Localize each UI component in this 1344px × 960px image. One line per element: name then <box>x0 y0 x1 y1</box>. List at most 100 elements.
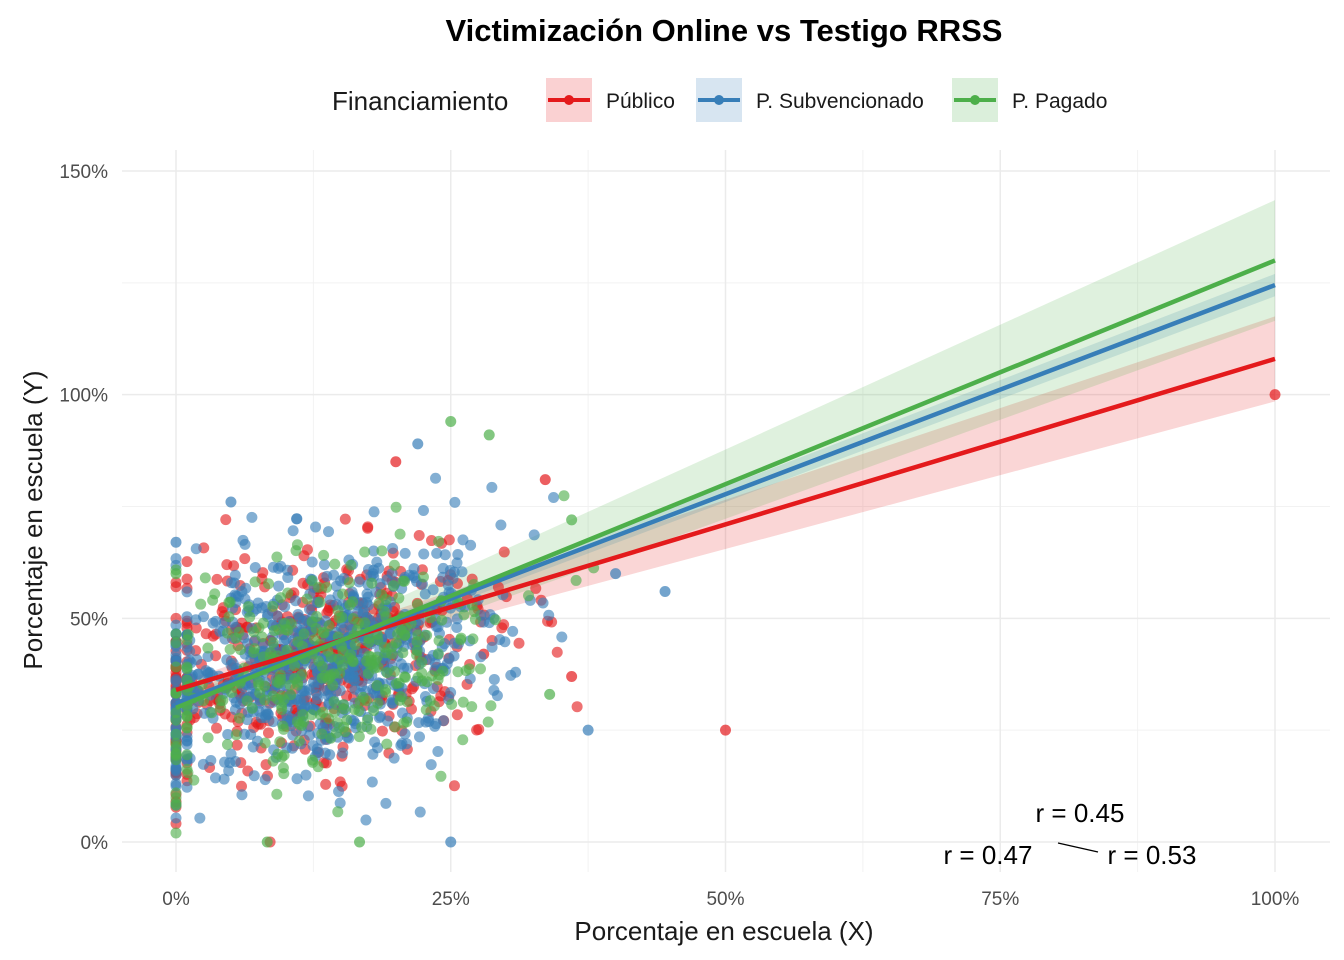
scatter-point <box>433 535 445 547</box>
scatter-point <box>363 633 375 645</box>
scatter-point <box>368 705 380 717</box>
scatter-point <box>399 728 411 740</box>
legend-label-subvencionado: P. Subvencionado <box>756 90 924 113</box>
scatter-point <box>366 776 378 788</box>
scatter-point <box>488 684 500 696</box>
scatter-point <box>417 504 429 516</box>
scatter-point <box>395 739 407 751</box>
x-tick-label: 75% <box>981 889 1019 910</box>
scatter-point <box>452 549 464 561</box>
scatter-point <box>333 612 345 624</box>
scatter-point <box>421 676 433 688</box>
scatter-point <box>467 633 479 645</box>
correlation-annotations: r = 0.45 r = 0.47 r = 0.53 <box>944 798 1197 870</box>
scatter-point <box>195 598 207 610</box>
scatter-point <box>170 762 182 774</box>
scatter-point <box>396 707 408 719</box>
scatter-point <box>221 627 233 639</box>
scatter-point <box>220 514 232 526</box>
scatter-point <box>393 592 405 604</box>
scatter-point <box>170 812 182 824</box>
scatter-point <box>448 566 460 578</box>
scatter-point <box>170 787 182 799</box>
scatter-point <box>556 631 568 643</box>
scatter-point <box>408 563 420 575</box>
scatter-point <box>337 747 349 759</box>
scatter-point <box>204 667 216 679</box>
scatter-point <box>170 741 182 753</box>
scatter-point <box>347 612 359 624</box>
scatter-point <box>362 667 374 679</box>
scatter-point <box>435 770 447 782</box>
scatter-point <box>289 595 301 607</box>
x-axis-title: Porcentaje en escuela (X) <box>574 916 873 946</box>
scatter-point <box>262 709 274 721</box>
scatter-point <box>388 580 400 592</box>
scatter-point <box>319 747 331 759</box>
scatter-point <box>494 634 506 646</box>
scatter-point <box>215 702 227 714</box>
scatter-point <box>256 631 268 643</box>
scatter-point <box>356 680 368 692</box>
scatter-point <box>379 683 391 695</box>
scatter-point <box>443 534 455 546</box>
scatter-point <box>206 707 218 719</box>
scatter-point <box>181 556 193 568</box>
scatter-point <box>181 781 193 793</box>
chart-title: Victimización Online vs Testigo RRSS <box>446 13 1003 48</box>
scatter-point <box>232 590 244 602</box>
scatter-point <box>558 490 570 502</box>
scatter-point <box>373 597 385 609</box>
scatter-point <box>488 673 500 685</box>
scatter-point <box>334 776 346 788</box>
scatter-point <box>376 725 388 737</box>
scatter-point <box>398 662 410 674</box>
legend-key-point-publico <box>564 95 574 105</box>
scatter-point <box>296 669 308 681</box>
r-label-pagado: r = 0.53 <box>1108 840 1197 870</box>
scatter-point <box>231 739 243 751</box>
scatter-point <box>318 549 330 561</box>
scatter-point <box>386 641 398 653</box>
scatter-point <box>170 553 182 565</box>
scatter-point <box>343 577 355 589</box>
scatter-point <box>235 780 247 792</box>
scatter-point <box>373 562 385 574</box>
scatter-point <box>428 700 440 712</box>
scatter-point <box>466 701 478 713</box>
scatter-point <box>417 571 429 583</box>
fit-lines <box>175 258 1276 710</box>
scatter-point <box>489 614 501 626</box>
scatter-point <box>473 723 485 735</box>
scatter-point <box>485 700 497 712</box>
y-tick-label: 0% <box>81 833 109 854</box>
x-tick-label: 100% <box>1251 889 1300 910</box>
scatter-point <box>207 594 219 606</box>
scatter-point <box>349 639 361 651</box>
scatter-point <box>566 514 578 526</box>
scatter-point <box>304 729 316 741</box>
r-label-publico: r = 0.47 <box>944 840 1033 870</box>
scatter-point <box>170 568 182 580</box>
scatter-point <box>439 549 451 561</box>
scatter-point <box>259 737 271 749</box>
scatter-point <box>398 717 410 729</box>
scatter-point <box>239 538 251 550</box>
scatter-point <box>354 836 366 848</box>
scatter-point <box>421 629 433 641</box>
scatter-point <box>257 651 269 663</box>
scatter-point <box>445 416 457 428</box>
scatter-point <box>279 624 291 636</box>
scatter-point <box>316 661 328 673</box>
scatter-point <box>211 573 223 585</box>
scatter-point <box>329 558 341 570</box>
scatter-point <box>320 757 332 769</box>
scatter-point <box>397 575 409 587</box>
scatter-point <box>275 674 287 686</box>
scatter-point <box>457 534 469 546</box>
scatter-point <box>397 647 409 659</box>
scatter-point <box>349 704 361 716</box>
scatter-point <box>457 696 469 708</box>
scatter-point <box>387 542 399 554</box>
scatter-point <box>181 661 193 673</box>
